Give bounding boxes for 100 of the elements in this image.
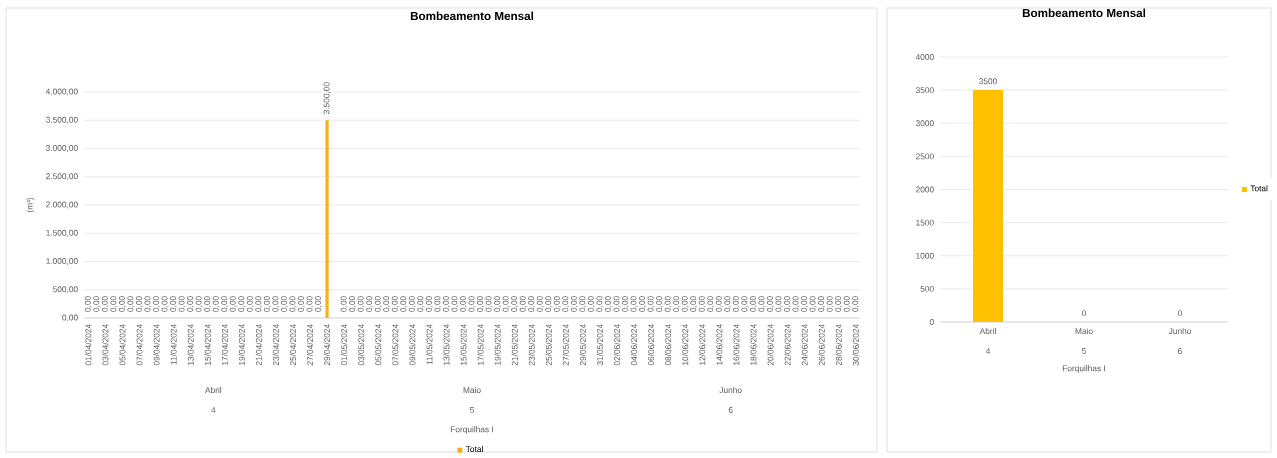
x-tick-label: 19/05/2024: [494, 324, 501, 366]
data-label: 0,00: [553, 296, 561, 312]
data-label: 0,00: [408, 296, 416, 312]
x-tick-label: 17/05/2024: [477, 324, 484, 366]
data-label: 0,00: [298, 296, 305, 312]
x-tick-label: 11/04/2024: [170, 324, 177, 365]
data-label: 0,00: [349, 296, 357, 312]
x-tick-label: 07/04/2024: [136, 324, 143, 366]
y-tick-label: 500,00: [52, 286, 78, 294]
x-tick-label: 25/05/2024: [545, 324, 552, 366]
data-label: 0,00: [425, 296, 433, 312]
x-tick-label: 21/04/2024: [255, 324, 262, 366]
x-tick-label: 11/05/2024: [426, 324, 433, 365]
data-label: 0,00: [741, 296, 749, 312]
x-tick-label: 28/06/2024: [835, 324, 842, 366]
y-tick-label: 4.000,00: [45, 88, 78, 96]
x-tick-label: 25/04/2024: [289, 324, 296, 366]
data-label: 0,00: [656, 296, 664, 312]
x-tick-label: Maio: [1075, 327, 1093, 335]
data-label: 0,00: [758, 296, 766, 312]
x-tick-label: 30/06/2024: [852, 324, 859, 366]
y-tick-label: 3000: [915, 120, 934, 127]
data-label: 0,00: [809, 296, 817, 312]
x-tick-label: 07/05/2024: [392, 324, 399, 366]
x-tick-label: 23/05/2024: [528, 324, 535, 366]
x-tick-label: Junho: [1168, 327, 1191, 335]
data-label: 0,00: [724, 296, 732, 312]
data-label: 0,00: [135, 296, 143, 312]
data-label: 0,00: [118, 296, 126, 312]
data-label: 0,00: [775, 296, 783, 312]
data-label: 0,00: [400, 296, 408, 312]
x-tick-label: 14/06/2024: [716, 324, 723, 366]
text: 5: [1082, 348, 1086, 354]
x-tick-label: 27/05/2024: [562, 324, 569, 366]
data-label: 0,00: [340, 296, 348, 312]
x-tick-label: 24/06/2024: [801, 324, 808, 366]
data-label: 0,00: [622, 296, 629, 312]
data-label: 0,00: [374, 296, 382, 312]
data-label: 0,00: [315, 296, 322, 312]
data-label: 3.500,00: [323, 82, 331, 115]
x-axis-title: Forquilhas I: [450, 426, 493, 434]
data-label: 0,00: [613, 296, 621, 312]
chart-title: Bombeamento Mensal: [1022, 8, 1146, 18]
data-label: 0,00: [289, 296, 297, 312]
data-label: 0,00: [101, 296, 109, 312]
x-tick-label: 10/06/2024: [682, 324, 689, 366]
data-label: 0,00: [604, 296, 612, 312]
data-label: 0: [1081, 310, 1086, 317]
data-label: 0,00: [784, 296, 791, 312]
legend-label: Total: [1250, 185, 1268, 192]
data-label: 0,00: [212, 296, 220, 312]
x-tick-label: 01/05/2024: [341, 324, 348, 366]
text: 6: [1178, 348, 1182, 355]
data-label: 0,00: [161, 296, 169, 312]
data-label: 0,00: [451, 296, 459, 312]
data-label: 0,00: [144, 296, 152, 312]
x-tick-label: 08/06/2024: [665, 324, 672, 366]
data-label: 0,00: [835, 296, 843, 312]
x-tick-label: 15/04/2024: [204, 324, 211, 366]
data-label: 0,00: [843, 296, 851, 312]
data-label: 0,00: [93, 296, 101, 312]
y-tick-label: 3500: [915, 87, 934, 94]
y-tick-label: 1500: [916, 219, 934, 226]
y-tick-label: 1000: [916, 252, 934, 259]
data-label: 0,00: [442, 296, 450, 312]
x-tick-label: 13/05/2024: [443, 324, 450, 366]
data-label: 0,00: [570, 296, 578, 312]
text: 4: [211, 407, 216, 413]
y-axis-title: (m³): [26, 197, 35, 213]
x-tick-label: 22/06/2024: [784, 324, 791, 366]
data-label: 0,00: [647, 296, 655, 312]
data-label: 0,00: [238, 296, 246, 312]
y-tick-label: 0,00: [62, 314, 78, 322]
data-label: 0,00: [673, 296, 681, 312]
data-label: 0,00: [639, 296, 646, 312]
data-label: 0,00: [84, 296, 92, 312]
data-label: 0,00: [801, 296, 809, 312]
data-label: 0,00: [528, 296, 536, 312]
data-label: 0,00: [221, 296, 229, 312]
data-label: 0,00: [536, 296, 544, 312]
y-tick-label: 3.500,00: [46, 116, 78, 124]
x-tick-label: 05/05/2024: [375, 324, 382, 366]
chart-title: Bombeamento Mensal: [410, 11, 534, 21]
data-label: 0,00: [170, 296, 177, 312]
data-label: 0,00: [826, 296, 834, 312]
data-label: 0: [1177, 310, 1182, 317]
x-tick-label: 04/06/2024: [630, 324, 638, 366]
data-label: 0,00: [732, 296, 740, 312]
data-label: 0,00: [391, 296, 399, 312]
data-label: 0,00: [178, 296, 186, 312]
data-label: 0,00: [255, 296, 263, 312]
data-label: 3500: [979, 78, 997, 85]
text: Maio: [463, 387, 481, 394]
x-tick-label: 02/06/2024: [613, 324, 621, 366]
y-tick-label: 3.000,00: [46, 145, 78, 153]
y-tick-label: 500: [920, 286, 934, 292]
y-tick-label: 0: [929, 319, 934, 326]
data-label: 0,00: [681, 296, 689, 312]
x-tick-label: 16/06/2024: [733, 324, 740, 366]
data-label: 0,00: [749, 296, 757, 312]
